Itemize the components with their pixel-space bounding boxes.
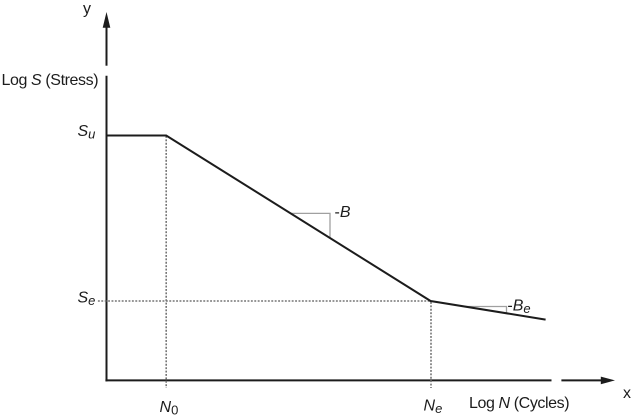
svg-text:Se: Se: [78, 290, 96, 309]
svg-text:Su: Su: [78, 123, 96, 142]
svg-text:Log N (Cycles): Log N (Cycles): [469, 395, 569, 412]
svg-text:-Be: -Be: [507, 297, 530, 316]
svg-text:y: y: [83, 0, 91, 17]
svg-text:Ne: Ne: [424, 398, 443, 417]
svg-text:-B: -B: [335, 204, 351, 221]
svg-text:Log S (Stress): Log S (Stress): [2, 72, 99, 89]
svg-text:x: x: [623, 385, 631, 402]
svg-text:N0: N0: [160, 399, 179, 418]
